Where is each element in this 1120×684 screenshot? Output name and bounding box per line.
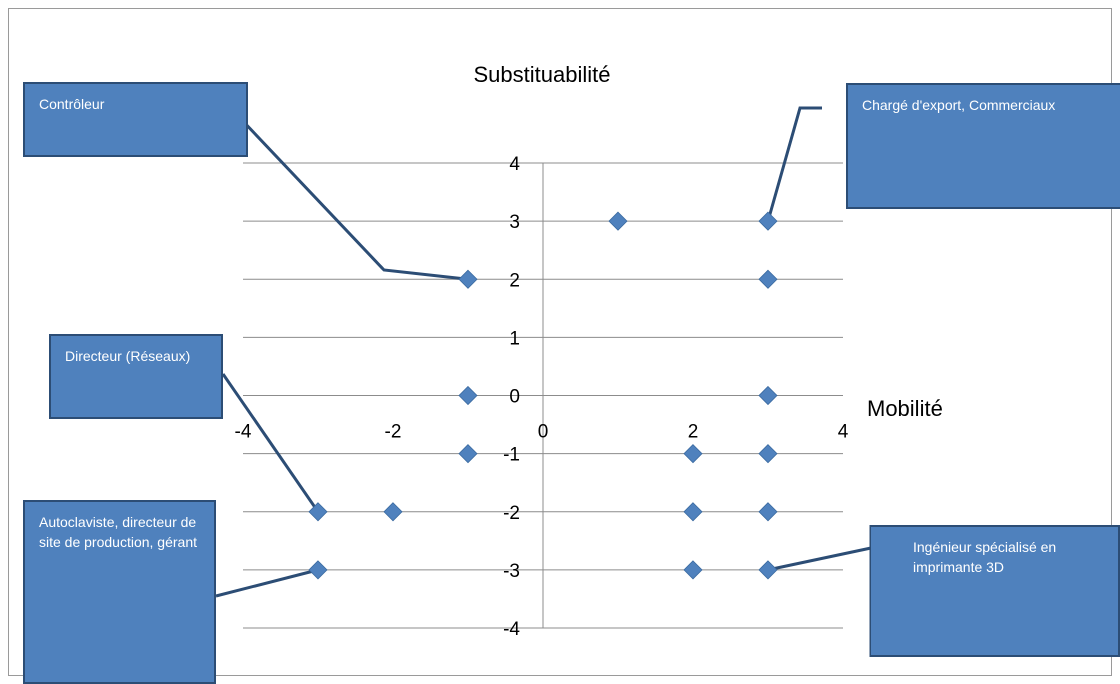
y-axis-label: Substituabilité (474, 62, 611, 87)
x-tick-label: -4 (235, 422, 252, 443)
x-axis-label: Mobilité (867, 396, 943, 421)
data-point (308, 502, 328, 522)
data-point (758, 269, 778, 289)
data-point (758, 385, 778, 406)
x-tick-label: 2 (688, 422, 699, 443)
callout-leader-line (766, 106, 822, 222)
callout-label: Ingénieur spécialisé en imprimante 3D (871, 525, 1120, 657)
data-point (758, 444, 778, 464)
y-tick-label: -1 (503, 445, 520, 466)
y-tick-label: 3 (509, 212, 520, 233)
data-point (308, 560, 328, 580)
data-point (758, 211, 778, 231)
x-tick-label: 4 (838, 422, 849, 443)
data-point (458, 269, 478, 289)
callout-leader-line (221, 373, 320, 513)
y-tick-label: 1 (509, 328, 520, 349)
y-tick-label: 2 (509, 270, 520, 291)
y-tick-label: 4 (509, 154, 520, 175)
data-point (383, 502, 403, 522)
data-point (683, 502, 703, 522)
callout-label: Chargé d'export, Commerciaux (846, 83, 1120, 209)
x-tick-label: 0 (538, 422, 549, 443)
callout-leader-line (215, 568, 319, 598)
data-point (683, 560, 703, 580)
callout-label: Autoclaviste, directeur de site de produ… (23, 500, 216, 684)
y-tick-label: -2 (503, 503, 520, 524)
y-tick-label: -4 (503, 619, 520, 640)
callout-leader-line (238, 116, 469, 281)
data-point (758, 560, 778, 580)
y-tick-label: 0 (509, 387, 520, 408)
y-tick-label: -3 (503, 561, 520, 582)
data-point (683, 444, 703, 464)
x-tick-label: -2 (385, 422, 402, 443)
data-point (608, 211, 628, 231)
data-point (758, 502, 778, 522)
callout-label: Contrôleur (23, 82, 248, 157)
callout-label: Directeur (Réseaux) (49, 334, 223, 419)
callout-leader-line (767, 546, 872, 572)
data-point (458, 444, 478, 464)
data-point (458, 385, 478, 406)
